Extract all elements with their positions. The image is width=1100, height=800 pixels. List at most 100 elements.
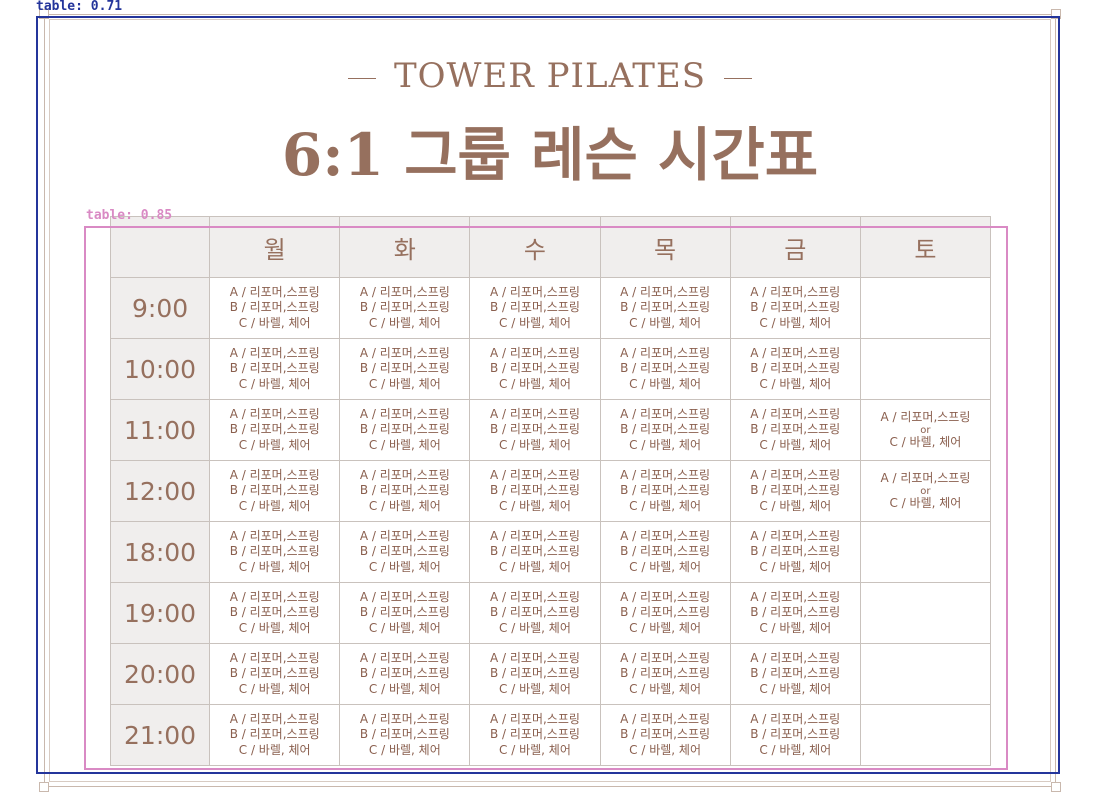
class-line: C / 바렐, 체어 bbox=[368, 498, 441, 513]
class-line: C / 바렐, 체어 bbox=[759, 437, 832, 452]
class-cell: A / 리포머,스프링 B / 리포머,스프링 C / 바렐, 체어 bbox=[729, 521, 861, 583]
class-line: A / 리포머,스프링 bbox=[620, 650, 711, 665]
class-line: C / 바렐, 체어 bbox=[238, 376, 311, 391]
time-label: 9:00 bbox=[109, 277, 211, 339]
detection-label-inner: table: 0.85 bbox=[86, 208, 173, 223]
class-line: A / 리포머,스프링 bbox=[229, 650, 320, 665]
class-line: A / 리포머,스프링 bbox=[359, 650, 450, 665]
class-line: A / 리포머,스프링 bbox=[229, 406, 320, 421]
class-line: C / 바렐, 체어 bbox=[368, 315, 441, 330]
class-line: B / 리포머,스프링 bbox=[620, 483, 711, 498]
class-cell: A / 리포머,스프링 B / 리포머,스프링 C / 바렐, 체어 bbox=[729, 643, 861, 705]
time-label: 21:00 bbox=[109, 704, 211, 766]
saturday-cell bbox=[859, 521, 992, 583]
class-cell: A / 리포머,스프링 B / 리포머,스프링 C / 바렐, 체어 bbox=[209, 277, 341, 339]
class-line: A / 리포머,스프링 bbox=[620, 284, 711, 299]
schedule-body: 9:00 A / 리포머,스프링 B / 리포머,스프링 C / 바렐, 체어 A / … bbox=[109, 277, 992, 766]
class-line: A / 리포머,스프링 bbox=[620, 467, 711, 482]
time-label: 19:00 bbox=[109, 582, 211, 644]
class-cell: A / 리포머,스프링 B / 리포머,스프링 C / 바렐, 체어 bbox=[209, 582, 341, 644]
class-line: A / 리포머,스프링 bbox=[229, 528, 320, 543]
class-line: C / 바렐, 체어 bbox=[629, 559, 702, 574]
class-line: B / 리포머,스프링 bbox=[359, 422, 450, 437]
class-line: C / 바렐, 체어 bbox=[759, 315, 832, 330]
class-cell: A / 리포머,스프링 B / 리포머,스프링 C / 바렐, 체어 bbox=[339, 643, 471, 705]
class-line: C / 바렐, 체어 bbox=[499, 437, 571, 452]
class-line: B / 리포머,스프링 bbox=[489, 483, 580, 498]
class-cell: A / 리포머,스프링 B / 리포머,스프링 C / 바렐, 체어 bbox=[339, 460, 471, 522]
class-line: B / 리포머,스프링 bbox=[750, 422, 841, 437]
class-cell: A / 리포머,스프링 B / 리포머,스프링 C / 바렐, 체어 bbox=[209, 399, 341, 461]
class-line: A / 리포머,스프링 bbox=[880, 471, 971, 485]
class-line: A / 리포머,스프링 bbox=[359, 528, 450, 543]
frame-corner-ornament bbox=[39, 782, 49, 792]
class-line: B / 리포머,스프링 bbox=[750, 483, 841, 498]
class-line: A / 리포머,스프링 bbox=[620, 528, 711, 543]
class-line: C / 바렐, 체어 bbox=[629, 437, 702, 452]
class-line: C / 바렐, 체어 bbox=[889, 434, 962, 449]
class-line: B / 리포머,스프링 bbox=[489, 361, 580, 376]
class-line: C / 바렐, 체어 bbox=[499, 620, 571, 635]
schedule-row: 11:00 A / 리포머,스프링 B / 리포머,스프링 C / 바렐, 체어 A /… bbox=[109, 399, 992, 461]
class-line: B / 리포머,스프링 bbox=[750, 361, 841, 376]
class-line: A / 리포머,스프링 bbox=[359, 406, 450, 421]
schedule-row: 19:00 A / 리포머,스프링 B / 리포머,스프링 C / 바렐, 체어 A /… bbox=[109, 582, 992, 644]
time-label: 10:00 bbox=[109, 338, 211, 400]
class-line: A / 리포머,스프링 bbox=[489, 345, 580, 360]
class-line: C / 바렐, 체어 bbox=[759, 742, 832, 757]
class-line: B / 리포머,스프링 bbox=[620, 727, 711, 742]
class-line: B / 리포머,스프링 bbox=[359, 483, 450, 498]
class-cell: A / 리포머,스프링 B / 리포머,스프링 C / 바렐, 체어 bbox=[209, 521, 341, 583]
class-cell: A / 리포머,스프링 B / 리포머,스프링 C / 바렐, 체어 bbox=[599, 460, 731, 522]
saturday-cell: A / 리포머,스프링 or C / 바렐, 체어 bbox=[859, 460, 992, 522]
class-line: A / 리포머,스프링 bbox=[489, 284, 580, 299]
page-title: 6:1 그룹 레슨 시간표 bbox=[281, 121, 819, 189]
class-line: B / 리포머,스프링 bbox=[229, 605, 320, 620]
class-line: B / 리포머,스프링 bbox=[229, 300, 320, 315]
class-line: A / 리포머,스프링 bbox=[489, 650, 580, 665]
class-line: C / 바렐, 체어 bbox=[759, 498, 832, 513]
class-line: C / 바렐, 체어 bbox=[238, 742, 311, 757]
class-cell: A / 리포머,스프링 B / 리포머,스프링 C / 바렐, 체어 bbox=[209, 704, 341, 766]
class-line: A / 리포머,스프링 bbox=[229, 284, 320, 299]
class-line: A / 리포머,스프링 bbox=[229, 589, 320, 604]
class-line: B / 리포머,스프링 bbox=[620, 605, 711, 620]
class-cell: A / 리포머,스프링 B / 리포머,스프링 C / 바렐, 체어 bbox=[469, 521, 601, 583]
class-cell: A / 리포머,스프링 B / 리포머,스프링 C / 바렐, 체어 bbox=[729, 277, 861, 339]
day-header: 목 bbox=[599, 216, 731, 278]
class-line: A / 리포머,스프링 bbox=[489, 467, 580, 482]
class-line: B / 리포머,스프링 bbox=[229, 727, 320, 742]
or-separator: or bbox=[920, 424, 931, 436]
class-cell: A / 리포머,스프링 B / 리포머,스프링 C / 바렐, 체어 bbox=[469, 582, 601, 644]
class-line: C / 바렐, 체어 bbox=[889, 495, 962, 510]
class-cell: A / 리포머,스프링 B / 리포머,스프링 C / 바렐, 체어 bbox=[339, 521, 471, 583]
class-cell: A / 리포머,스프링 B / 리포머,스프링 C / 바렐, 체어 bbox=[729, 460, 861, 522]
class-cell: A / 리포머,스프링 B / 리포머,스프링 C / 바렐, 체어 bbox=[209, 643, 341, 705]
saturday-cell bbox=[859, 643, 992, 705]
class-line: A / 리포머,스프링 bbox=[750, 406, 841, 421]
class-line: C / 바렐, 체어 bbox=[368, 559, 441, 574]
saturday-cell bbox=[859, 277, 992, 339]
class-line: A / 리포머,스프링 bbox=[620, 345, 711, 360]
class-cell: A / 리포머,스프링 B / 리포머,스프링 C / 바렐, 체어 bbox=[339, 277, 471, 339]
class-line: B / 리포머,스프링 bbox=[229, 361, 320, 376]
class-line: C / 바렐, 체어 bbox=[759, 681, 832, 696]
schedule-row: 21:00 A / 리포머,스프링 B / 리포머,스프링 C / 바렐, 체어 A /… bbox=[109, 704, 992, 766]
class-line: B / 리포머,스프링 bbox=[620, 544, 711, 559]
class-line: A / 리포머,스프링 bbox=[229, 345, 320, 360]
class-cell: A / 리포머,스프링 B / 리포머,스프링 C / 바렐, 체어 bbox=[729, 582, 861, 644]
schedule-row: 9:00 A / 리포머,스프링 B / 리포머,스프링 C / 바렐, 체어 A / … bbox=[109, 277, 992, 339]
class-line: A / 리포머,스프링 bbox=[229, 711, 320, 726]
class-cell: A / 리포머,스프링 B / 리포머,스프링 C / 바렐, 체어 bbox=[599, 399, 731, 461]
class-line: C / 바렐, 체어 bbox=[368, 376, 441, 391]
class-cell: A / 리포머,스프링 B / 리포머,스프링 C / 바렐, 체어 bbox=[209, 338, 341, 400]
class-line: A / 리포머,스프링 bbox=[489, 406, 580, 421]
class-line: A / 리포머,스프링 bbox=[750, 528, 841, 543]
class-line: C / 바렐, 체어 bbox=[629, 376, 702, 391]
class-line: B / 리포머,스프링 bbox=[489, 727, 580, 742]
day-header: 금 bbox=[729, 216, 861, 278]
class-line: C / 바렐, 체어 bbox=[368, 620, 441, 635]
brand-heading: TOWER PILATES bbox=[0, 56, 1100, 96]
class-line: C / 바렐, 체어 bbox=[629, 620, 702, 635]
class-line: B / 리포머,스프링 bbox=[229, 422, 320, 437]
